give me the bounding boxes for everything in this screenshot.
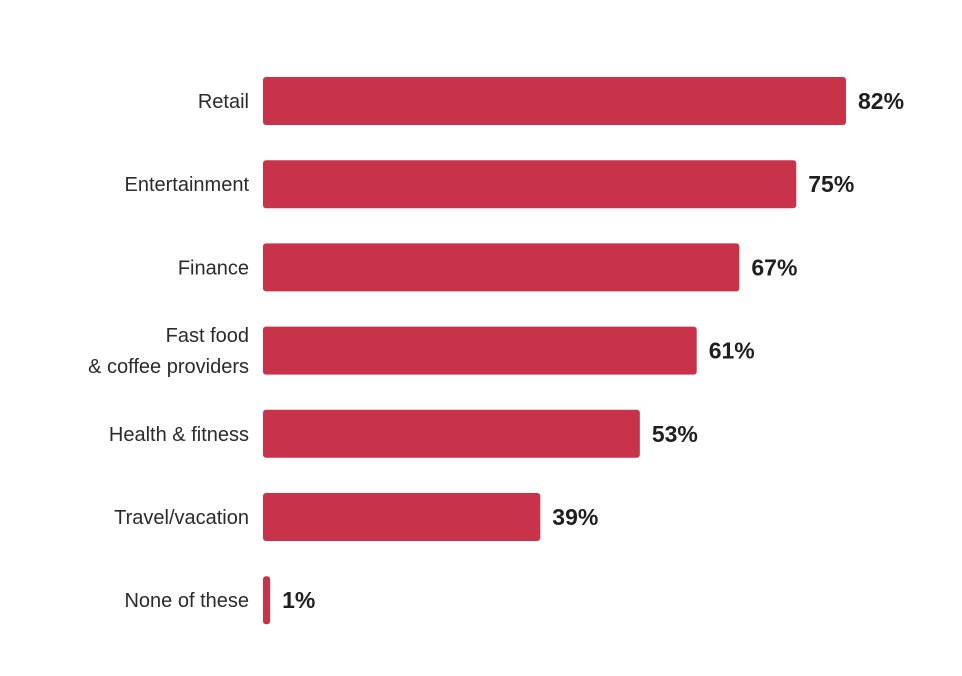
- bar: [263, 493, 541, 541]
- category-label: Travel/vacation: [114, 507, 249, 529]
- bar: [263, 243, 740, 292]
- bar: [263, 326, 697, 375]
- value-label: 39%: [552, 504, 598, 530]
- value-label: 67%: [751, 254, 797, 280]
- bar: [263, 409, 640, 458]
- bar: [263, 77, 847, 125]
- category-label: Retail: [198, 91, 249, 113]
- value-label: 53%: [652, 421, 698, 447]
- category-label: Fast food & coffee providers: [88, 325, 249, 378]
- category-label: None of these: [124, 590, 249, 612]
- value-labels-group: 82% 75% 67% 61% 53% 39% 1%: [282, 88, 904, 613]
- value-label: 82%: [858, 88, 904, 114]
- value-label: 61%: [709, 338, 755, 364]
- bars-group: [263, 77, 847, 625]
- value-label: 1%: [282, 587, 315, 613]
- category-label: Finance: [178, 257, 249, 279]
- bar: [263, 576, 271, 625]
- category-labels-group: Retail Entertainment Finance Fast food & cof…: [88, 91, 249, 612]
- value-label: 75%: [808, 171, 854, 197]
- category-label: Health & fitness: [109, 424, 249, 446]
- bar: [263, 160, 797, 209]
- category-label: Entertainment: [124, 174, 249, 196]
